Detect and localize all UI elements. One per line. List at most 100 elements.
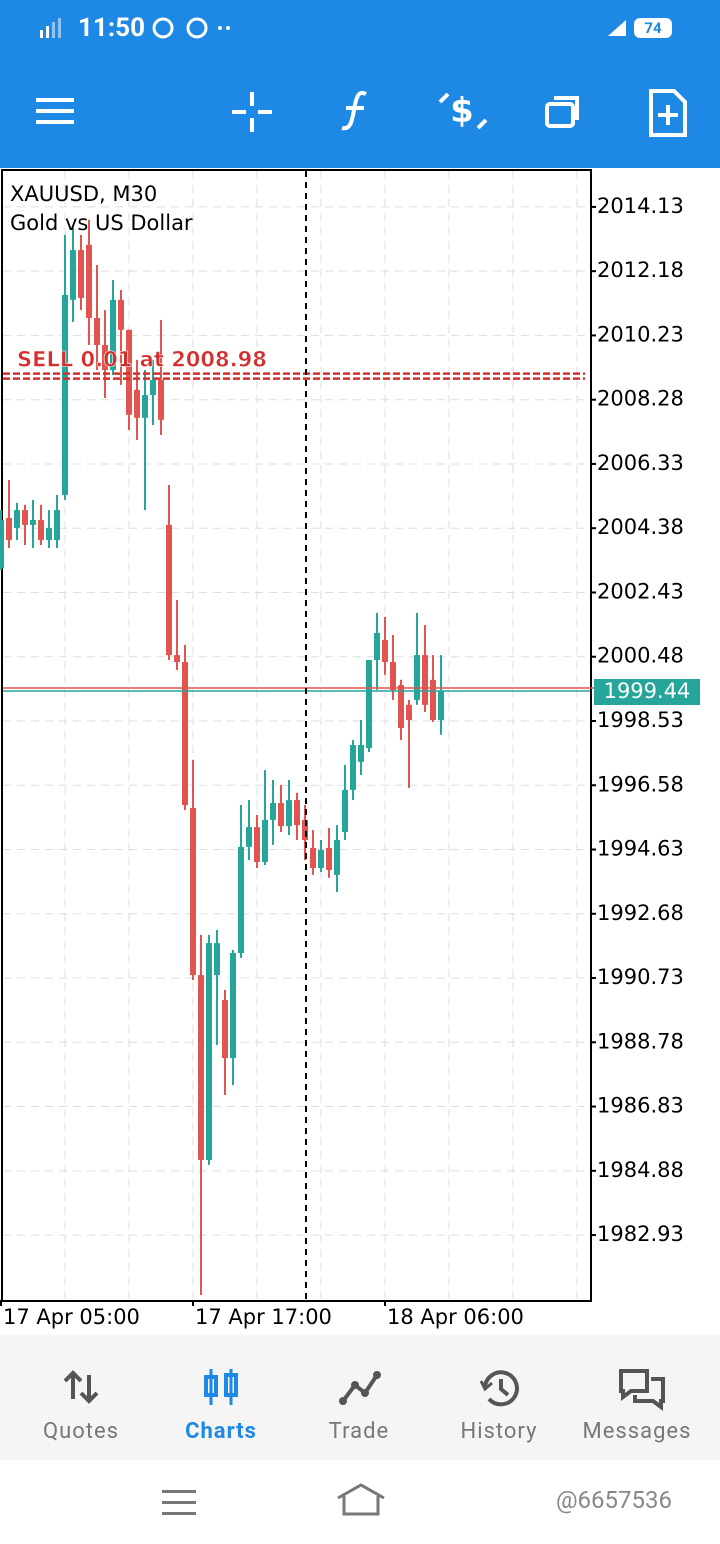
candle-body bbox=[126, 329, 132, 415]
x-tick-label: 18 Apr 06:00 bbox=[387, 1305, 524, 1329]
candle-body bbox=[342, 789, 348, 833]
menu-button[interactable] bbox=[36, 96, 76, 126]
y-tick-label: 1984.88 bbox=[597, 1158, 684, 1182]
tab-label: Charts bbox=[185, 1419, 257, 1444]
candle-body bbox=[414, 655, 420, 700]
candle-body bbox=[110, 299, 116, 371]
candle-body bbox=[366, 660, 372, 749]
candle-body bbox=[374, 633, 380, 661]
tab-label: History bbox=[460, 1419, 538, 1444]
y-tick-label: 1994.63 bbox=[597, 837, 684, 861]
tab-label: Messages bbox=[582, 1419, 692, 1444]
y-tick-label: 2014.13 bbox=[597, 194, 684, 218]
recents-button[interactable] bbox=[162, 1488, 198, 1518]
candle-body bbox=[134, 389, 140, 418]
y-tick-label: 2002.43 bbox=[597, 579, 684, 603]
candle-body bbox=[310, 847, 316, 868]
candle-body bbox=[86, 244, 92, 318]
candle-body bbox=[382, 639, 388, 663]
candle-body bbox=[390, 662, 396, 691]
candle-body bbox=[334, 839, 340, 875]
candle-body bbox=[70, 250, 76, 300]
history-icon bbox=[479, 1370, 519, 1407]
y-tick-label: 2000.48 bbox=[597, 644, 684, 668]
trade-icon bbox=[339, 1371, 381, 1405]
trade-button[interactable]: $ bbox=[436, 88, 488, 136]
clock: 11:50 bbox=[78, 13, 145, 43]
candle-body bbox=[302, 819, 308, 840]
quotes-icon bbox=[63, 1370, 99, 1404]
candle-body bbox=[102, 344, 108, 371]
candle-body bbox=[430, 679, 436, 721]
new-order-button[interactable] bbox=[648, 88, 688, 138]
chart-subtitle: Gold vs US Dollar bbox=[10, 211, 193, 235]
tab-quotes[interactable]: Quotes bbox=[11, 1335, 151, 1460]
tab-charts[interactable]: Charts bbox=[151, 1335, 291, 1460]
tab-label: Quotes bbox=[42, 1419, 120, 1444]
candle-body bbox=[166, 524, 172, 656]
candle-body bbox=[78, 250, 84, 298]
y-tick-label: 1988.78 bbox=[597, 1029, 684, 1053]
y-tick-label: 1990.73 bbox=[597, 965, 684, 989]
tab-history[interactable]: History bbox=[429, 1335, 569, 1460]
candle-body bbox=[254, 827, 260, 863]
battery: 74 bbox=[634, 18, 672, 38]
candle-body bbox=[438, 691, 444, 721]
y-tick-label: 2006.33 bbox=[597, 451, 684, 475]
toolbar: $ bbox=[0, 56, 720, 168]
tab-trade[interactable]: Trade bbox=[289, 1335, 429, 1460]
y-tick-label: 1996.58 bbox=[597, 772, 684, 796]
candle-body bbox=[350, 745, 356, 790]
candle-body bbox=[286, 800, 292, 827]
plot-frame bbox=[1, 169, 592, 1302]
y-tick-label: 1982.93 bbox=[597, 1222, 684, 1246]
candle-body bbox=[54, 510, 60, 541]
crosshair-button[interactable] bbox=[230, 90, 274, 134]
candle-body bbox=[422, 655, 428, 705]
candle-body bbox=[94, 317, 100, 345]
candle-body bbox=[246, 827, 252, 847]
watermark: @6657536 bbox=[556, 1486, 672, 1514]
candle-body bbox=[14, 510, 20, 528]
status-icons bbox=[152, 17, 230, 39]
y-tick-label: 2010.23 bbox=[597, 322, 684, 346]
candle-body bbox=[22, 510, 28, 525]
candle-body bbox=[30, 519, 36, 525]
candle-body bbox=[150, 379, 156, 396]
candle-body bbox=[406, 704, 412, 721]
y-tick-label: 2004.38 bbox=[597, 515, 684, 539]
candle-body bbox=[270, 803, 276, 820]
candle-body bbox=[62, 294, 68, 495]
candle-body bbox=[238, 846, 244, 953]
candle-body bbox=[214, 943, 220, 976]
candle-body bbox=[0, 519, 4, 569]
signal-icon bbox=[40, 18, 61, 38]
candle-body bbox=[158, 379, 164, 420]
y-tick-label: 2012.18 bbox=[597, 258, 684, 282]
y-tick-label: 1998.53 bbox=[597, 708, 684, 732]
order-label: SELL 0.01 at 2008.98 bbox=[17, 348, 267, 372]
status-bar: 11:50 74 bbox=[0, 0, 720, 56]
tab-label: Trade bbox=[328, 1419, 390, 1444]
candle-body bbox=[46, 527, 52, 541]
indicators-button[interactable] bbox=[336, 88, 376, 134]
x-tick-label: 17 Apr 17:00 bbox=[195, 1305, 332, 1329]
price-tag-label: 1999.44 bbox=[604, 679, 691, 703]
candle-body bbox=[118, 299, 124, 330]
x-tick-label: 17 Apr 05:00 bbox=[3, 1305, 140, 1329]
candle-body bbox=[142, 395, 148, 418]
candle-body bbox=[190, 807, 196, 976]
y-tick-label: 1986.83 bbox=[597, 1094, 684, 1118]
candle-body bbox=[358, 745, 364, 762]
home-button[interactable] bbox=[336, 1482, 386, 1518]
y-tick-label: 2008.28 bbox=[597, 387, 684, 411]
candle-body bbox=[198, 975, 204, 1160]
candle-body bbox=[278, 803, 284, 827]
charts-icon bbox=[204, 1369, 238, 1405]
candle-body bbox=[318, 849, 324, 868]
price-tag bbox=[594, 679, 700, 706]
candle-body bbox=[326, 847, 332, 870]
windows-button[interactable] bbox=[544, 92, 584, 132]
tab-messages[interactable]: Messages bbox=[567, 1335, 707, 1460]
